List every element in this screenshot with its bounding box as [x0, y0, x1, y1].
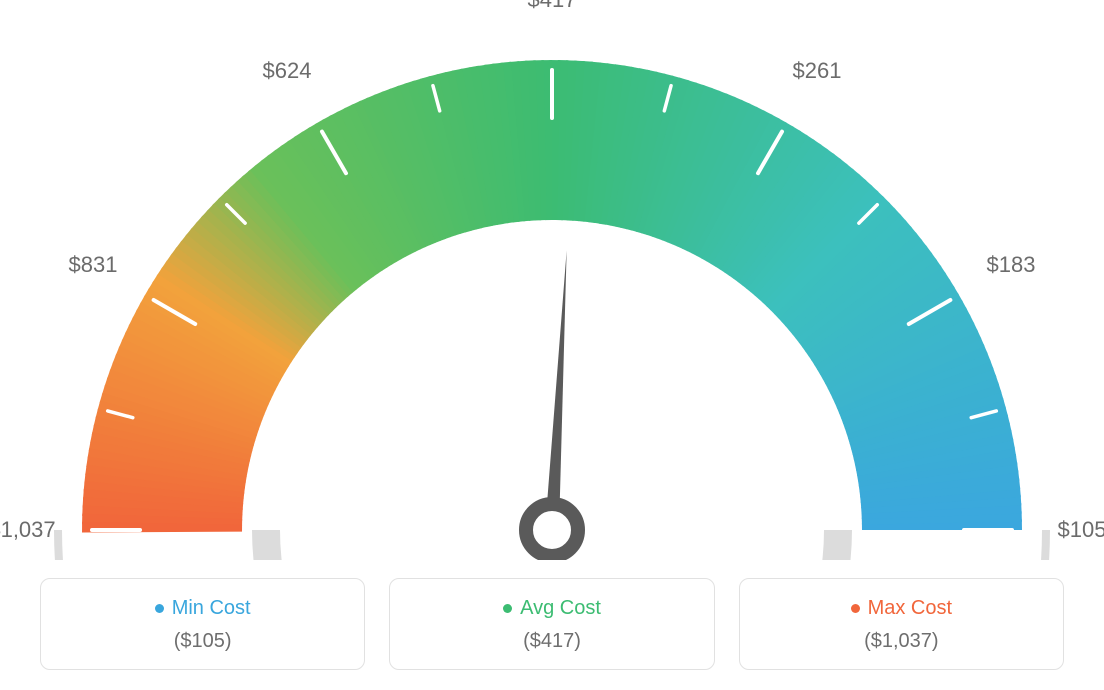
- gauge-svg: [0, 0, 1104, 560]
- tick-label: $624: [263, 58, 312, 84]
- legend-label: Min Cost: [172, 597, 251, 620]
- legend-value: ($417): [390, 630, 713, 653]
- legend-title-min: Min Cost: [41, 597, 364, 620]
- legend-card-max: Max Cost ($1,037): [739, 578, 1064, 670]
- tick-label: $261: [793, 58, 842, 84]
- tick-label: $105: [1058, 517, 1104, 543]
- legend-title-avg: Avg Cost: [390, 597, 713, 620]
- legend-card-min: Min Cost ($105): [40, 578, 365, 670]
- tick-label: $831: [69, 252, 118, 278]
- tick-label: $417: [528, 0, 577, 13]
- legend-label: Avg Cost: [520, 597, 601, 620]
- cost-gauge-chart: $105 $183 $261 $417 $624 $831 $1,037 Min Cost …: [0, 0, 1104, 690]
- legend-value: ($105): [41, 630, 364, 653]
- dot-icon: [851, 604, 860, 613]
- legend-title-max: Max Cost: [740, 597, 1063, 620]
- dot-icon: [503, 604, 512, 613]
- gauge-area: $105 $183 $261 $417 $624 $831 $1,037: [0, 0, 1104, 560]
- tick-label: $183: [987, 252, 1036, 278]
- legend-label: Max Cost: [868, 597, 952, 620]
- legend-card-avg: Avg Cost ($417): [389, 578, 714, 670]
- legend-row: Min Cost ($105) Avg Cost ($417) Max Cost…: [40, 578, 1064, 670]
- legend-value: ($1,037): [740, 630, 1063, 653]
- tick-label: $1,037: [0, 517, 56, 543]
- dot-icon: [155, 604, 164, 613]
